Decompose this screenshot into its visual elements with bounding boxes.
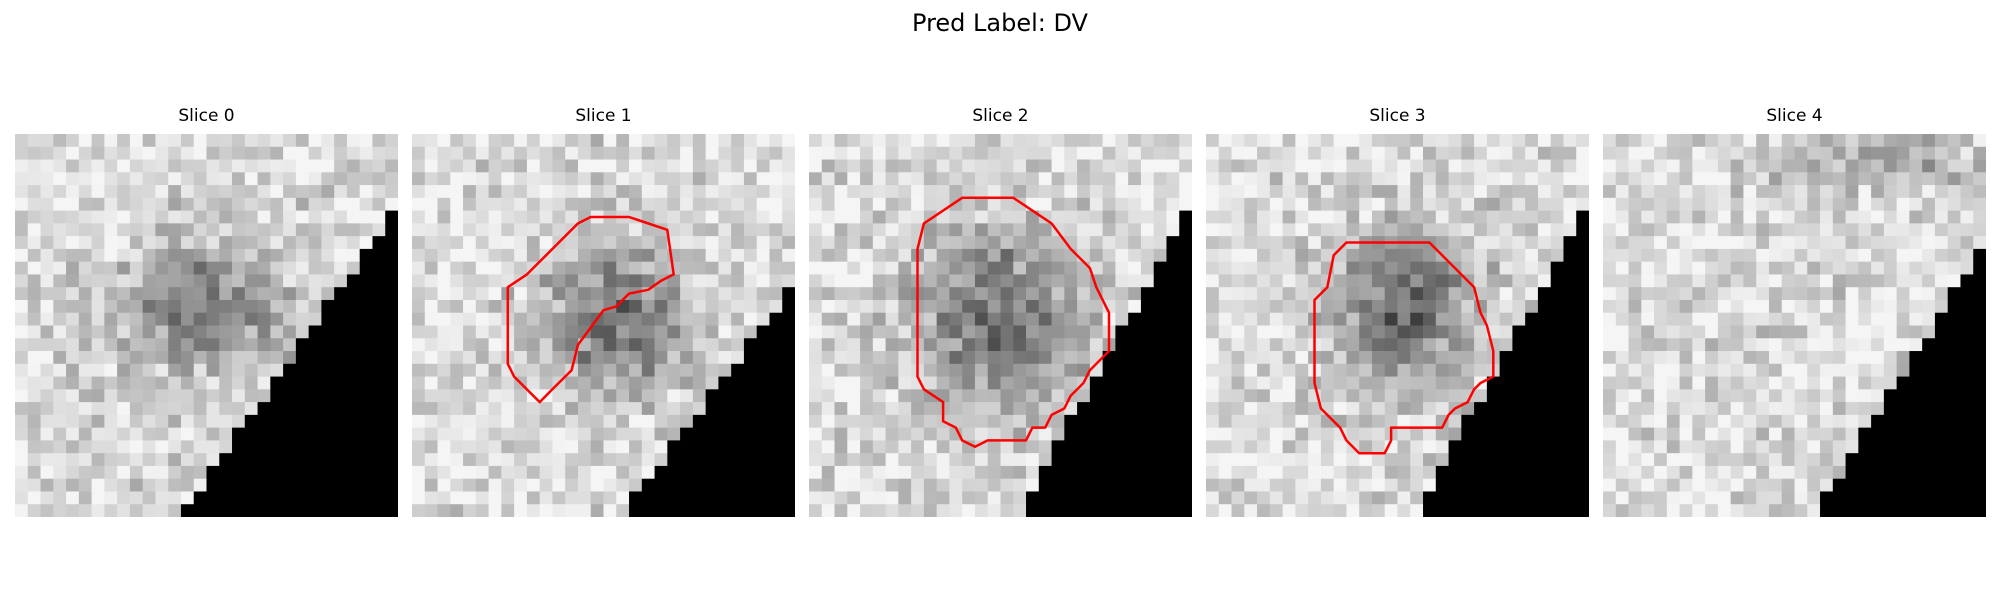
slice-title: Slice 1 bbox=[575, 106, 632, 126]
pixel-grid bbox=[1603, 134, 1986, 517]
figure-title: Pred Label: DV bbox=[912, 9, 1088, 37]
slice-title: Slice 2 bbox=[972, 106, 1029, 126]
slice-image bbox=[412, 134, 795, 517]
segmentation-contour bbox=[916, 196, 1111, 449]
slice-image bbox=[15, 134, 398, 517]
slice-image bbox=[1206, 134, 1589, 517]
slice-title: Slice 0 bbox=[178, 106, 235, 126]
segmentation-contour bbox=[506, 215, 675, 404]
slice-image bbox=[1603, 134, 1986, 517]
slice-title: Slice 3 bbox=[1369, 106, 1426, 126]
slice-image bbox=[809, 134, 1192, 517]
pixel-grid bbox=[809, 134, 1192, 517]
pixel-grid bbox=[412, 134, 795, 517]
segmentation-contour bbox=[1313, 241, 1495, 455]
slice-title: Slice 4 bbox=[1766, 106, 1823, 126]
pixel-grid bbox=[1206, 134, 1589, 517]
pixel-grid bbox=[15, 134, 398, 517]
